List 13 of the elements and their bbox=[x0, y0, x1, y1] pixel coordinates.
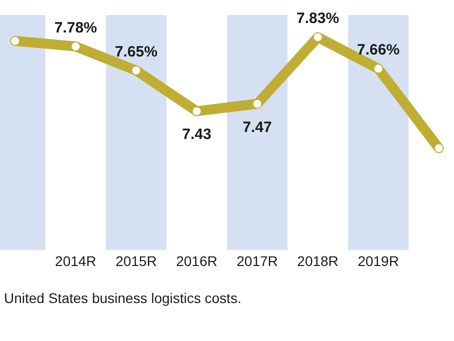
data-label: 7.43 bbox=[182, 126, 212, 144]
x-tick-label: 2015R bbox=[116, 252, 157, 269]
x-tick-label: 2019R bbox=[358, 252, 399, 269]
x-tick-label: 2017R bbox=[236, 252, 278, 269]
x-tick-label: 2016R bbox=[176, 252, 218, 269]
data-label: 7.47 bbox=[242, 118, 272, 136]
data-label: 7.65% bbox=[114, 44, 158, 61]
data-label: 7.83% bbox=[296, 10, 340, 28]
data-label: 7.66% bbox=[357, 42, 400, 59]
data-label: 7.78% bbox=[54, 19, 97, 36]
x-tick-label: 2018R bbox=[297, 252, 338, 269]
text: United States business logistics costs. bbox=[4, 290, 242, 306]
x-tick-label: 2014R bbox=[55, 252, 96, 269]
